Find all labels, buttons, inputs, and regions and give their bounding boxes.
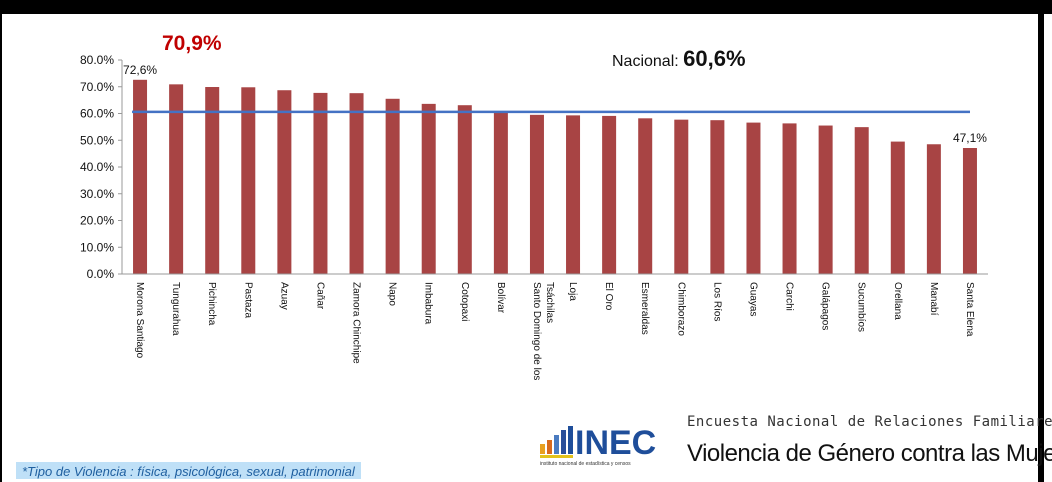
bar xyxy=(818,125,833,274)
bar xyxy=(313,92,328,274)
x-tick-label: Bolívar xyxy=(495,282,506,314)
x-tick-label: Imbabura xyxy=(423,282,434,325)
bar xyxy=(926,144,941,274)
bar xyxy=(854,127,869,274)
bar xyxy=(169,84,184,274)
logo-subtext: instituto nacional de estadística y cens… xyxy=(540,461,631,467)
y-axis-ticks: 0.0% 10.0% 20.0% 30.0% 40.0% 50.0% 60.0% 70.0% 8… xyxy=(80,53,122,281)
x-tick-label: Pichincha xyxy=(206,282,217,326)
x-tick-label: Azuay xyxy=(278,282,289,310)
y-tick-label: 40.0% xyxy=(80,160,114,174)
y-tick-label: 10.0% xyxy=(80,240,114,254)
x-tick-label: Santo Domingo de los xyxy=(531,282,542,380)
bar xyxy=(205,87,220,274)
bar xyxy=(710,120,725,274)
bar xyxy=(385,98,400,274)
bar xyxy=(602,115,617,274)
data-label: 47,1% xyxy=(953,131,987,145)
bar xyxy=(890,141,905,274)
x-tick-label: Zamora Chinchipe xyxy=(351,282,362,364)
bar xyxy=(782,123,797,275)
data-label: 72,6% xyxy=(123,63,157,77)
bar xyxy=(493,112,508,274)
bar xyxy=(674,119,689,274)
x-tick-label: Chimborazo xyxy=(675,282,686,336)
bar xyxy=(457,105,472,275)
x-tick-label: Orellana xyxy=(892,282,903,320)
y-tick-label: 50.0% xyxy=(80,133,114,147)
bar xyxy=(241,87,256,274)
bar xyxy=(133,79,148,274)
x-tick-label: Guayas xyxy=(747,282,758,316)
x-tick-label: Santa Elena xyxy=(964,282,975,337)
y-tick-label: 60.0% xyxy=(80,107,114,121)
x-tick-label: Napo xyxy=(387,282,398,306)
bar xyxy=(638,118,653,274)
bars xyxy=(133,79,977,275)
y-tick-label: 0.0% xyxy=(87,267,115,281)
x-tick-label: Los Ríos xyxy=(711,282,722,321)
bar xyxy=(566,115,581,274)
bar xyxy=(349,93,364,274)
survey-title-line1: Encuesta Nacional de Relaciones Familiar… xyxy=(687,414,1052,430)
x-tick-label: Cotopaxi xyxy=(459,282,470,321)
bar xyxy=(421,103,436,275)
y-tick-label: 70.0% xyxy=(80,80,114,94)
x-axis-labels: Morona Santiago Tungurahua Pichincha Pastaz… xyxy=(134,282,975,380)
national-value-text: 60,6% xyxy=(683,46,746,71)
violence-type-footnote: *Tipo de Violencia : física, psicológica… xyxy=(16,462,361,479)
bar xyxy=(529,114,544,275)
y-tick-label: 30.0% xyxy=(80,187,114,201)
data-labels: 72,6% 47,1% xyxy=(123,63,987,145)
bar xyxy=(746,122,761,274)
bar xyxy=(962,148,977,274)
x-tick-label: Cañar xyxy=(314,282,325,310)
x-tick-label: Tungurahua xyxy=(170,282,181,336)
x-tick-label: El Oro xyxy=(603,282,614,311)
x-tick-label: Esmeraldas xyxy=(639,282,650,335)
x-tick-label: Sucumbíos xyxy=(856,282,867,332)
x-tick-label: Morona Santiago xyxy=(134,282,145,359)
bar xyxy=(277,90,292,274)
slide-frame xyxy=(0,14,1044,482)
x-tick-label: Pastaza xyxy=(242,282,253,319)
window-top-bar xyxy=(0,0,1052,14)
national-average-label: Nacional: 60,6% xyxy=(612,46,746,72)
national-label-text: Nacional: xyxy=(612,53,679,70)
x-tick-label: Loja xyxy=(567,282,578,301)
inec-logo: INEC instituto nacional de estadística y… xyxy=(540,424,656,467)
x-tick-label: Galápagos xyxy=(820,282,831,330)
y-tick-label: 20.0% xyxy=(80,214,114,228)
survey-title-line2: Violencia de Género contra las Mujeres xyxy=(687,440,1052,467)
x-tick-label: Tsáchilas xyxy=(544,282,555,323)
x-tick-label: Carchi xyxy=(784,282,795,311)
highlight-value-label: 70,9% xyxy=(162,32,222,55)
x-tick-label: Manabí xyxy=(928,282,939,316)
logo-text: INEC xyxy=(575,424,656,462)
y-tick-label: 80.0% xyxy=(80,53,114,67)
